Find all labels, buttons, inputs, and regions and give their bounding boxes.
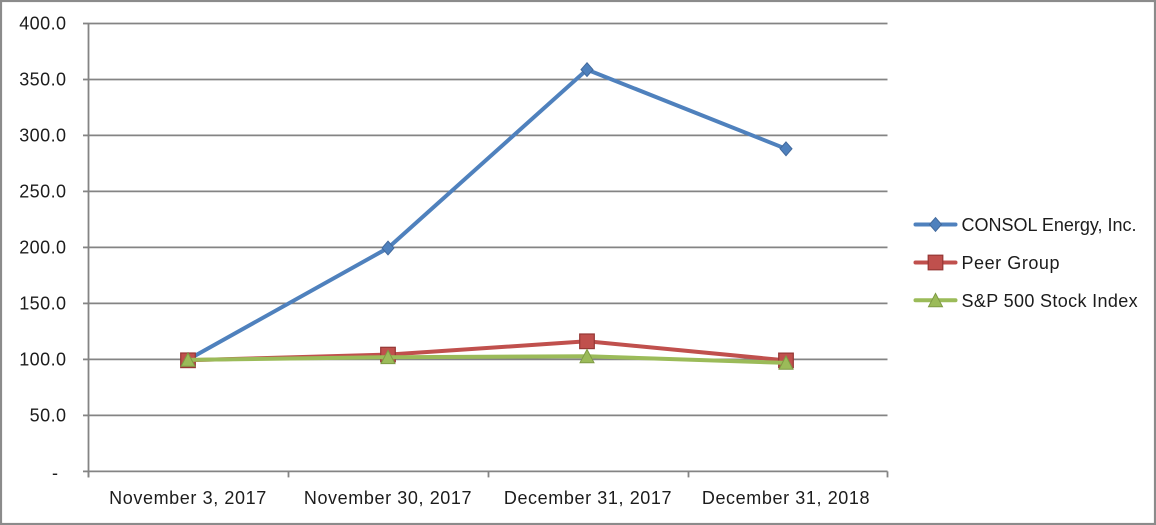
- svg-text:Peer Group: Peer Group: [962, 253, 1061, 273]
- svg-text:150.0: 150.0: [19, 293, 66, 313]
- svg-text:50.0: 50.0: [30, 405, 67, 425]
- svg-text:300.0: 300.0: [19, 125, 66, 145]
- svg-text:December 31, 2018: December 31, 2018: [702, 488, 870, 508]
- svg-text:200.0: 200.0: [19, 237, 66, 257]
- svg-text:November 3, 2017: November 3, 2017: [109, 488, 267, 508]
- svg-text:350.0: 350.0: [19, 70, 66, 90]
- svg-text:CONSOL Energy, Inc.: CONSOL Energy, Inc.: [962, 215, 1137, 235]
- svg-text:December 31, 2017: December 31, 2017: [504, 488, 672, 508]
- svg-text:-: -: [52, 463, 58, 483]
- svg-text:400.0: 400.0: [19, 14, 66, 34]
- svg-text:S&P 500 Stock Index: S&P 500 Stock Index: [962, 291, 1138, 311]
- svg-text:November 30, 2017: November 30, 2017: [304, 488, 472, 508]
- svg-text:100.0: 100.0: [19, 349, 66, 369]
- svg-text:250.0: 250.0: [19, 181, 66, 201]
